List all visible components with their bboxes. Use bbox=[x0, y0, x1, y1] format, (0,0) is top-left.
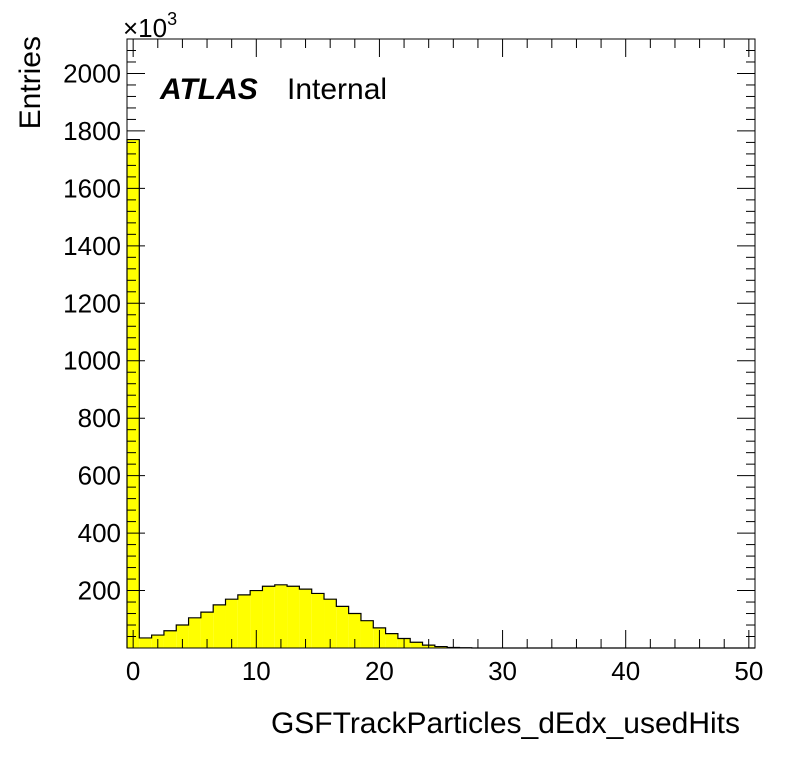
y-tick-label: 1000 bbox=[63, 346, 121, 376]
histogram-bar bbox=[410, 642, 423, 648]
histogram-bar bbox=[176, 625, 189, 648]
histogram-bars bbox=[127, 139, 472, 648]
histogram-bar bbox=[360, 620, 374, 648]
histogram-bar bbox=[225, 599, 238, 648]
histogram-bar bbox=[385, 633, 398, 648]
histogram-bar bbox=[287, 586, 300, 648]
histogram-bar bbox=[324, 599, 337, 648]
x-tick-label: 40 bbox=[611, 656, 640, 686]
histogram-line bbox=[126, 138, 755, 649]
histogram-bar bbox=[299, 589, 312, 648]
histogram-bar bbox=[311, 593, 325, 648]
y-tick-label: 1600 bbox=[63, 173, 121, 203]
x-tick-label: 10 bbox=[242, 656, 271, 686]
histogram-bar bbox=[348, 613, 361, 648]
y-tick-label: 1800 bbox=[63, 116, 121, 146]
histogram-bar bbox=[139, 637, 152, 648]
x-tick-label: 30 bbox=[488, 656, 517, 686]
histogram-bar bbox=[188, 617, 201, 648]
y-tick-label: 800 bbox=[78, 403, 121, 433]
histogram-bar bbox=[336, 606, 349, 648]
y-axis-ticks: 200 400 600 800 1000 1200 1400 1600 1800 2000 bbox=[63, 38, 755, 638]
internal-label: Internal bbox=[287, 73, 387, 106]
histogram-bar bbox=[434, 646, 448, 648]
y-tick-label: 400 bbox=[78, 518, 121, 548]
plot-frame bbox=[126, 38, 756, 649]
x-tick-label: 0 bbox=[126, 656, 140, 686]
y-tick-label: 2000 bbox=[63, 58, 121, 88]
y-tick-label: 1200 bbox=[63, 288, 121, 318]
histogram-bar bbox=[274, 584, 288, 648]
histogram-outline bbox=[126, 138, 755, 649]
histogram-bar bbox=[237, 594, 251, 648]
x-tick-label: 20 bbox=[365, 656, 394, 686]
histogram-bar bbox=[127, 139, 140, 648]
y-tick-label: 600 bbox=[78, 461, 121, 491]
histogram-bar bbox=[250, 590, 263, 648]
x-axis-ticks: 0 10 20 30 40 50 bbox=[126, 39, 763, 686]
histogram-bar bbox=[262, 586, 275, 648]
histogram-bar bbox=[213, 604, 226, 648]
histogram-bar bbox=[200, 612, 214, 648]
y-multiplier-label: ×103 bbox=[123, 9, 177, 43]
y-tick-label: 1400 bbox=[63, 231, 121, 261]
histogram-bar bbox=[163, 630, 177, 648]
x-tick-label: 50 bbox=[734, 656, 763, 686]
y-multiplier-base: ×10 bbox=[123, 13, 167, 43]
atlas-label: ATLAS bbox=[159, 73, 258, 106]
y-axis-label: Entries bbox=[14, 36, 47, 129]
x-axis-label: GSFTrackParticles_dEdx_usedHits bbox=[271, 707, 740, 740]
y-multiplier-exponent: 3 bbox=[167, 9, 177, 29]
y-tick-label: 200 bbox=[78, 576, 121, 606]
